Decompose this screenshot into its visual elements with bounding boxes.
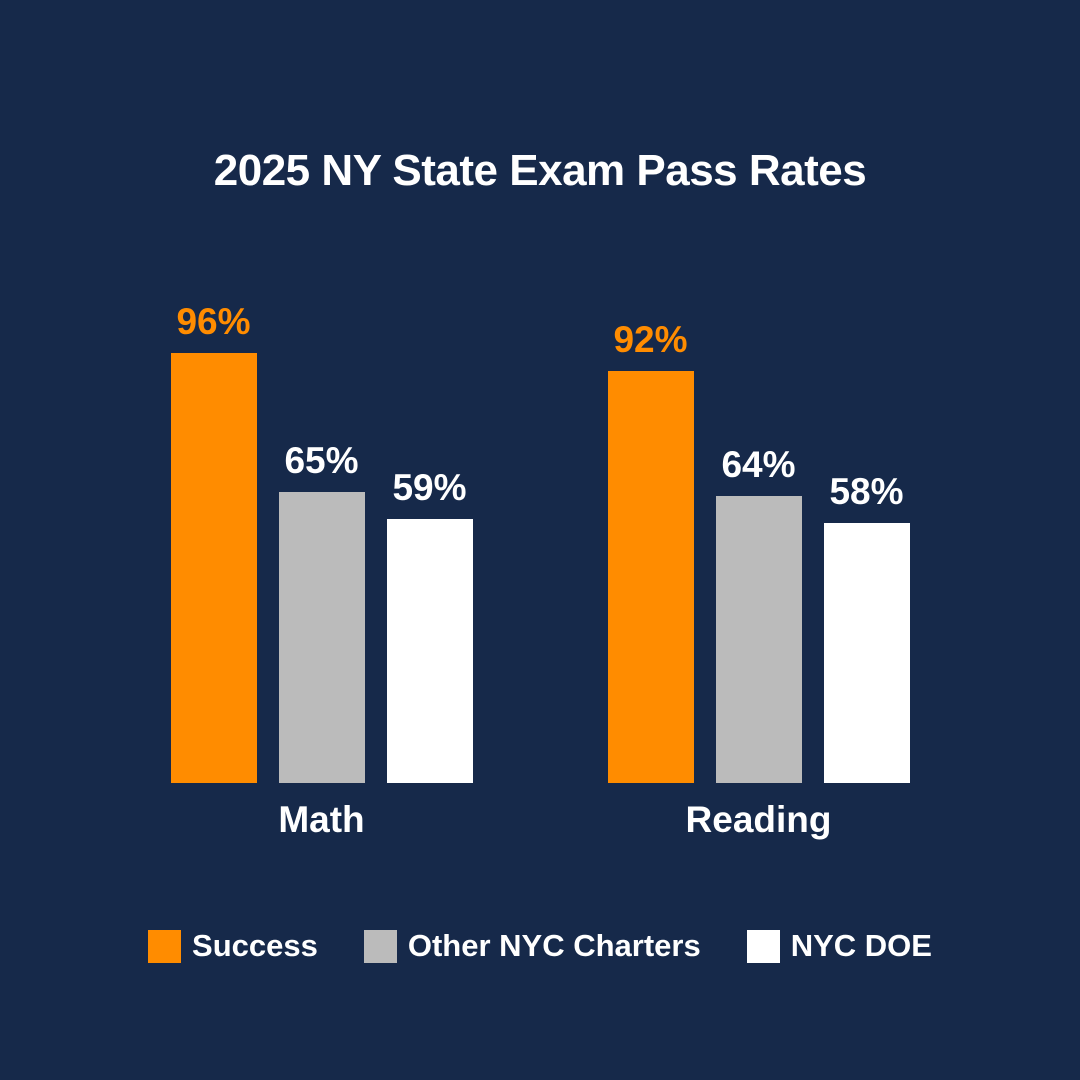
bar-nyc-doe-math bbox=[386, 519, 473, 783]
bars-row-math: 96% 65% 59% bbox=[170, 283, 473, 783]
legend-item-other-nyc-charters: Other NYC Charters bbox=[363, 928, 701, 964]
legend-label-other-nyc-charters: Other NYC Charters bbox=[407, 928, 701, 963]
legend-swatch-nyc-doe bbox=[746, 929, 780, 963]
legend-label-nyc-doe: NYC DOE bbox=[790, 928, 932, 963]
value-label-success-math: 96% bbox=[176, 301, 251, 343]
bar-group-reading: 92% 64% 58% Reading bbox=[607, 283, 910, 841]
legend: Success Other NYC Charters NYC DOE bbox=[0, 928, 1080, 964]
legend-swatch-other-nyc-charters bbox=[363, 929, 397, 963]
value-label-other-nyc-charters-reading: 64% bbox=[721, 444, 796, 486]
chart-title: 2025 NY State Exam Pass Rates bbox=[213, 146, 867, 195]
category-label-math: Math bbox=[278, 799, 365, 840]
bar-chart: 96% 65% 59% Math 92% 64% 58% Reading bbox=[0, 283, 1080, 841]
bar-column-nyc-doe-reading: 58% bbox=[823, 471, 910, 783]
category-label-reading: Reading bbox=[685, 799, 832, 840]
legend-item-success: Success bbox=[148, 928, 318, 964]
bar-column-other-nyc-charters-math: 65% bbox=[278, 440, 365, 783]
legend-swatch-success bbox=[148, 929, 182, 963]
bar-success-reading bbox=[607, 371, 694, 783]
legend-item-nyc-doe: NYC DOE bbox=[746, 928, 932, 964]
bar-success-math bbox=[170, 353, 257, 783]
legend-label-success: Success bbox=[192, 928, 318, 963]
value-label-other-nyc-charters-math: 65% bbox=[284, 440, 359, 482]
bar-column-other-nyc-charters-reading: 64% bbox=[715, 444, 802, 783]
bar-other-nyc-charters-reading bbox=[715, 496, 802, 783]
bar-group-math: 96% 65% 59% Math bbox=[170, 283, 473, 841]
value-label-nyc-doe-reading: 58% bbox=[829, 471, 904, 513]
bar-nyc-doe-reading bbox=[823, 523, 910, 783]
bar-column-success-reading: 92% bbox=[607, 319, 694, 783]
bars-row-reading: 92% 64% 58% bbox=[607, 283, 910, 783]
bar-column-success-math: 96% bbox=[170, 301, 257, 783]
bar-other-nyc-charters-math bbox=[278, 492, 365, 783]
value-label-success-reading: 92% bbox=[613, 319, 688, 361]
value-label-nyc-doe-math: 59% bbox=[392, 467, 467, 509]
bar-column-nyc-doe-math: 59% bbox=[386, 467, 473, 783]
